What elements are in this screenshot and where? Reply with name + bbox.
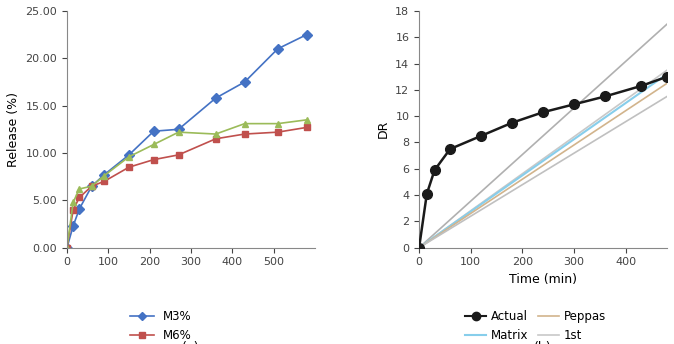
M3% (303, 33, 311, 37)
M6% (303, 125, 311, 129)
Line: M3%: M3% (63, 31, 310, 251)
Line: M6%: M6% (63, 124, 310, 251)
Actual (570, 102, 578, 106)
M9% (63, 246, 71, 250)
Legend: M3%, M6%, M9%: M3%, M6%, M9% (125, 306, 197, 344)
M3% (241, 80, 249, 84)
Actual (508, 121, 516, 125)
M6% (212, 137, 220, 141)
Text: (b): (b) (534, 341, 552, 344)
M6% (63, 246, 71, 250)
M9% (175, 130, 183, 134)
M3% (175, 127, 183, 131)
M6% (88, 184, 96, 188)
Text: (a): (a) (182, 341, 200, 344)
M9% (150, 142, 158, 147)
M6% (274, 130, 282, 134)
X-axis label: Time (min): Time (min) (509, 273, 577, 286)
M9% (75, 187, 84, 191)
M3% (69, 224, 78, 228)
M6% (75, 195, 84, 200)
M9% (88, 184, 96, 188)
M9% (274, 121, 282, 126)
Y-axis label: Release (%): Release (%) (7, 92, 20, 167)
Actual (423, 192, 431, 196)
Actual (431, 168, 439, 172)
M6% (175, 153, 183, 157)
M3% (88, 184, 96, 188)
Actual (415, 246, 423, 250)
Legend: Actual, Matrix, Zero, Peppas, 1st, Hix. crow.: Actual, Matrix, Zero, Peppas, 1st, Hix. … (460, 306, 625, 344)
Actual (446, 147, 454, 151)
M6% (150, 158, 158, 162)
M9% (100, 174, 109, 178)
M3% (75, 207, 84, 211)
M6% (125, 165, 133, 169)
M3% (274, 47, 282, 51)
M9% (69, 200, 78, 204)
Actual (637, 84, 645, 88)
Actual (601, 94, 609, 98)
M6% (100, 179, 109, 183)
Line: M9%: M9% (63, 116, 310, 251)
Actual (539, 110, 547, 114)
M9% (212, 132, 220, 136)
Actual (477, 134, 485, 138)
M3% (100, 173, 109, 177)
M6% (69, 208, 78, 212)
M9% (241, 121, 249, 126)
Line: Actual: Actual (415, 72, 672, 252)
M3% (150, 129, 158, 133)
M3% (125, 153, 133, 157)
M3% (212, 96, 220, 100)
M3% (63, 246, 71, 250)
Y-axis label: DR: DR (377, 120, 390, 139)
M9% (303, 118, 311, 122)
M6% (241, 132, 249, 136)
M9% (125, 155, 133, 159)
Actual (663, 75, 671, 79)
